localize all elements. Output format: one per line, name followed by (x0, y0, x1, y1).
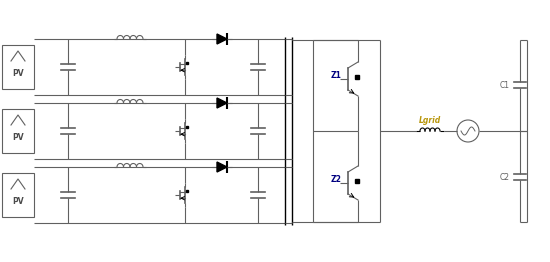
Text: PV: PV (12, 133, 24, 141)
Polygon shape (217, 162, 227, 172)
Text: PV: PV (12, 68, 24, 78)
Text: C2: C2 (500, 172, 510, 182)
Text: Z2: Z2 (331, 174, 342, 183)
Text: PV: PV (12, 196, 24, 205)
Text: C1: C1 (500, 80, 510, 90)
Polygon shape (217, 34, 227, 44)
Bar (2, 109, 34, 153)
Polygon shape (217, 98, 227, 108)
Bar (2, 45, 34, 89)
Bar (2, 173, 34, 217)
Text: Lgrid: Lgrid (419, 116, 441, 125)
Text: Z1: Z1 (331, 70, 342, 79)
